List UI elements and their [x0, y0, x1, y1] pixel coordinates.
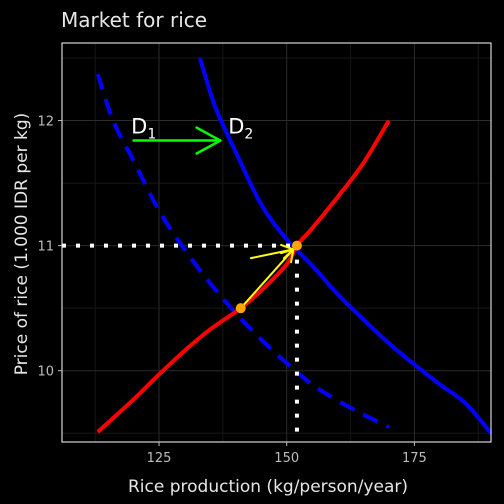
series-d1-curve — [95, 73, 390, 429]
axis-ticks: 125 150 175 10 11 12 — [37, 115, 426, 466]
arrow-head-2-1 — [290, 248, 295, 264]
series-d2-curve — [197, 57, 493, 435]
chart-title: Market for rice — [61, 8, 207, 32]
y-tick-label: 11 — [37, 240, 54, 255]
arrow-shaft-2 — [239, 248, 295, 310]
annotation-label-1: D1 — [131, 115, 156, 143]
panel-border — [61, 42, 492, 443]
series-curve-3 — [96, 119, 391, 434]
equilibrium-point-2 — [291, 240, 302, 251]
curve-annotations: D1 D2 — [131, 115, 253, 143]
x-tick-label: 125 — [147, 451, 172, 466]
x-axis-label: Rice production (kg/person/year) — [128, 477, 408, 497]
equilibrium-points — [235, 240, 302, 314]
arrow-head-1-1 — [195, 139, 222, 155]
equilibrium-point-1 — [235, 303, 246, 314]
guide-lines — [62, 243, 299, 442]
x-tick-label: 175 — [402, 451, 427, 466]
arrow-head-1-2 — [195, 126, 222, 142]
annotation-label-2: D2 — [228, 115, 253, 143]
y-tick-label: 10 — [37, 365, 54, 380]
arrow-shaft-3 — [249, 248, 295, 260]
grid-lines — [62, 43, 491, 442]
shift-arrows — [132, 126, 295, 310]
x-tick-label: 150 — [274, 451, 299, 466]
y-axis-label: Price of rice (1.000 IDR per kg) — [12, 113, 32, 376]
y-tick-label: 12 — [37, 115, 54, 130]
arrow-head-3-2 — [280, 243, 295, 251]
arrow-head-3-1 — [282, 248, 295, 260]
plot-series — [95, 57, 493, 435]
